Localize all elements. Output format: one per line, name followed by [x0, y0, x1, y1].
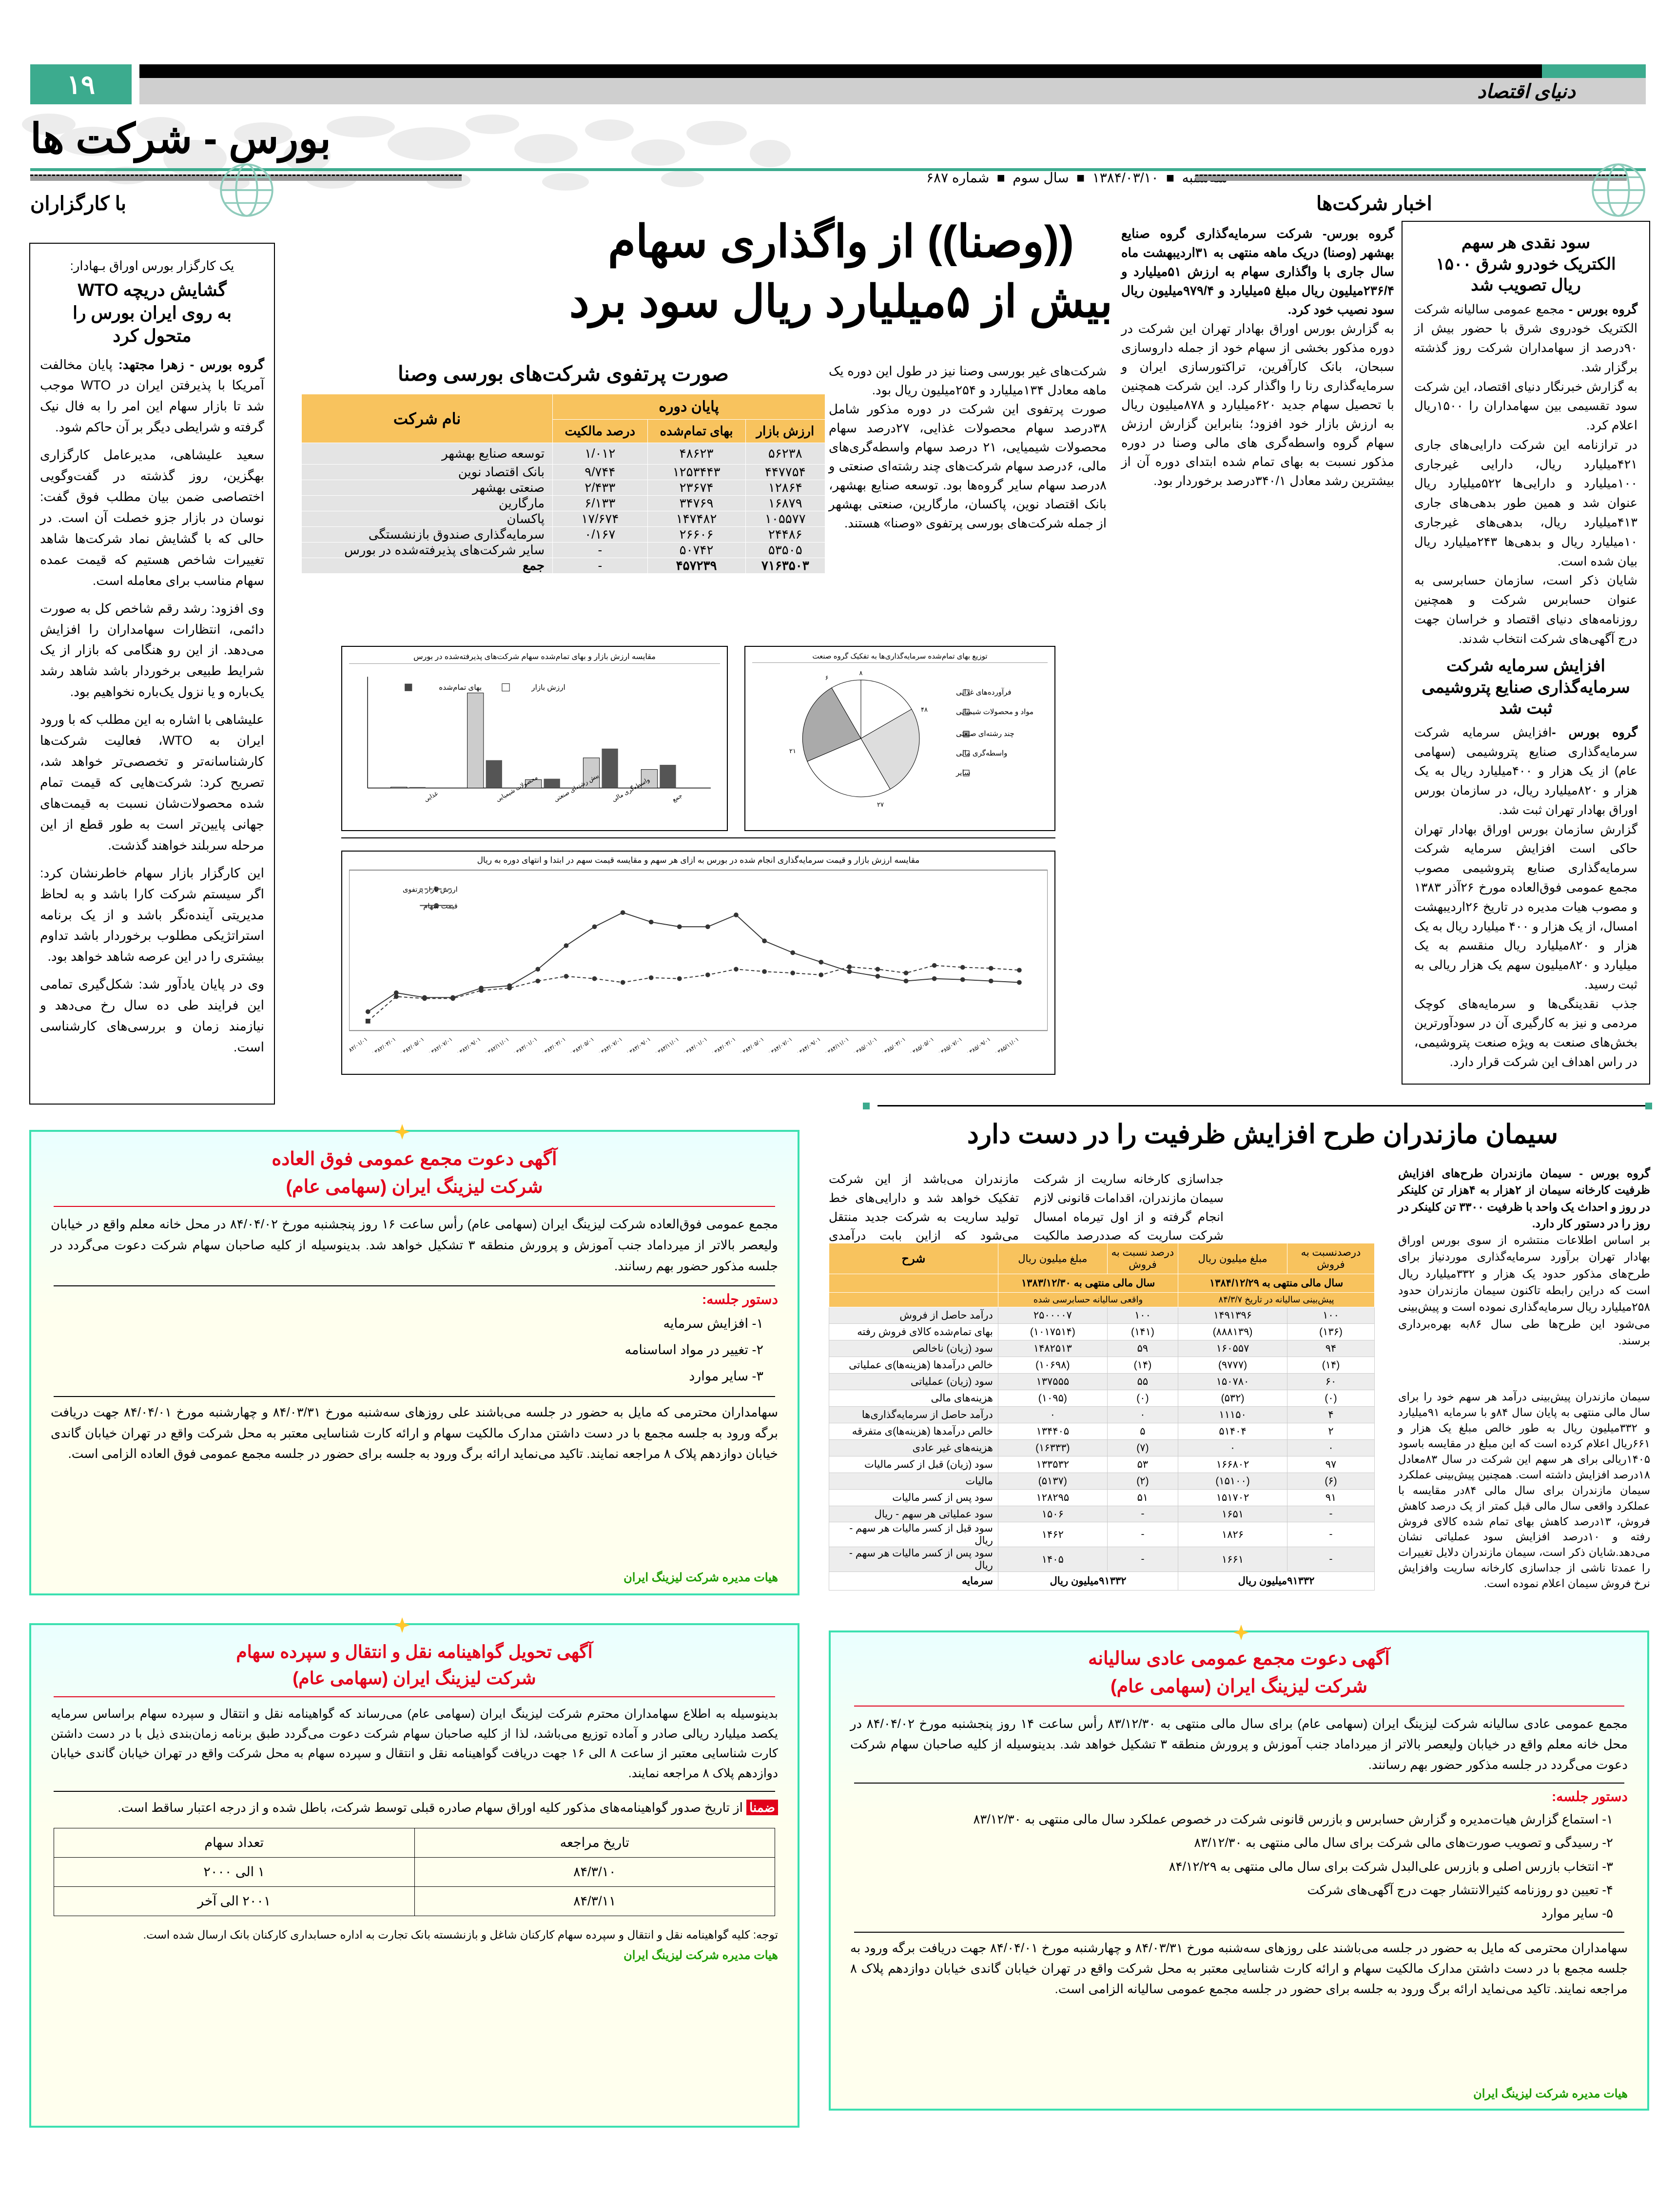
svg-text:۴۸: ۴۸: [921, 706, 928, 713]
svg-text:جمع: جمع: [671, 792, 683, 803]
svg-text:۱۳۸۴/۰۵/۰۱: ۱۳۸۴/۰۵/۰۱: [739, 1036, 765, 1052]
svg-text:۱۳۸۴/۱۱/۰۱: ۱۳۸۴/۱۱/۰۱: [824, 1036, 850, 1052]
svg-text:۱۳۸۲/۱۱/۰۱: ۱۳۸۲/۱۱/۰۱: [484, 1036, 510, 1052]
svg-text:۱۳۸۵/۰۹/۰۱: ۱۳۸۵/۰۹/۰۱: [966, 1036, 992, 1052]
svg-text:۱۳۸۳/۰۳/۰۱: ۱۳۸۳/۰۳/۰۱: [541, 1036, 567, 1052]
svg-text:۱۳۸۴/۰۱/۰۱: ۱۳۸۴/۰۱/۰۱: [682, 1036, 709, 1052]
svg-text:۶: ۶: [825, 674, 829, 681]
svg-text:مواد و محصولات شیمیایی: مواد و محصولات شیمیایی: [956, 708, 1033, 716]
svg-text:واسطه‌گری مالی: واسطه‌گری مالی: [956, 749, 1007, 757]
svg-text:۲۷: ۲۷: [877, 801, 884, 808]
svg-text:۸: ۸: [859, 669, 863, 677]
svg-text:۱۳۸۴/۰۷/۰۱: ۱۳۸۴/۰۷/۰۱: [767, 1036, 794, 1052]
svg-text:غذایی: غذایی: [423, 790, 439, 803]
svg-text:۱۳۸۵/۰۷/۰۱: ۱۳۸۵/۰۷/۰۱: [937, 1036, 964, 1052]
svg-text:۱۳۸۳/۰۵/۰۱: ۱۳۸۳/۰۵/۰۱: [569, 1036, 596, 1052]
svg-text:۱۳۸۲/۰۷/۰۱: ۱۳۸۲/۰۷/۰۱: [428, 1036, 454, 1052]
svg-text:چند رشته‌ای صنعتی: چند رشته‌ای صنعتی: [956, 730, 1014, 738]
svg-text:قیمت سهام: قیمت سهام: [423, 902, 457, 910]
svg-text:۱۳۸۵/۰۳/۰۱: ۱۳۸۵/۰۳/۰۱: [881, 1036, 907, 1052]
svg-text:۱۳۸۵/۱۱/۰۱: ۱۳۸۵/۱۱/۰۱: [994, 1036, 1020, 1052]
svg-text:۱۳۸۵/۰۱/۰۱: ۱۳۸۵/۰۱/۰۱: [853, 1036, 879, 1052]
svg-text:فرآورده‌های غذایی: فرآورده‌های غذایی: [956, 688, 1012, 697]
svg-text:ارزش بازار: ارزش بازار: [531, 683, 565, 692]
svg-text:۱۳۸۲/۰۳/۰۱: ۱۳۸۲/۰۳/۰۱: [371, 1036, 397, 1052]
svg-text:۱۳۸۵/۰۵/۰۱: ۱۳۸۵/۰۵/۰۱: [909, 1036, 935, 1052]
svg-text:سایر: سایر: [955, 769, 971, 777]
svg-text:۱۳۸۴/۰۳/۰۱: ۱۳۸۴/۰۳/۰۱: [711, 1036, 737, 1052]
svg-text:۱۳۸۳/۰۹/۰۱: ۱۳۸۳/۰۹/۰۱: [626, 1036, 652, 1052]
svg-text:۱۳۸۲/۰۱/۰۱: ۱۳۸۲/۰۱/۰۱: [349, 1036, 369, 1052]
svg-text:۱۳۸۲/۰۹/۰۱: ۱۳۸۲/۰۹/۰۱: [456, 1036, 482, 1052]
svg-text:۱۳۸۳/۰۱/۰۱: ۱۳۸۳/۰۱/۰۱: [512, 1036, 539, 1052]
svg-text:۱۳۸۲/۰۵/۰۱: ۱۳۸۲/۰۵/۰۱: [399, 1036, 426, 1052]
svg-text:بهای تمام‌شده: بهای تمام‌شده: [439, 683, 482, 692]
svg-text:۱۳۸۳/۱۱/۰۱: ۱۳۸۳/۱۱/۰۱: [654, 1036, 681, 1052]
svg-text:۲۱: ۲۱: [789, 747, 796, 755]
svg-text:۱۳۸۳/۰۷/۰۱: ۱۳۸۳/۰۷/۰۱: [598, 1036, 624, 1052]
svg-text:ارزش بازار پرتفوی: ارزش بازار پرتفوی: [403, 886, 458, 894]
svg-text:۱۳۸۴/۰۹/۰۱: ۱۳۸۴/۰۹/۰۱: [796, 1036, 822, 1052]
